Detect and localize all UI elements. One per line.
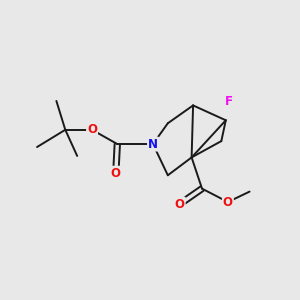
Text: F: F — [225, 95, 233, 108]
Text: O: O — [175, 198, 185, 211]
Text: O: O — [87, 123, 97, 136]
Text: N: N — [148, 138, 158, 151]
Text: O: O — [111, 167, 121, 180]
Text: O: O — [223, 196, 233, 208]
